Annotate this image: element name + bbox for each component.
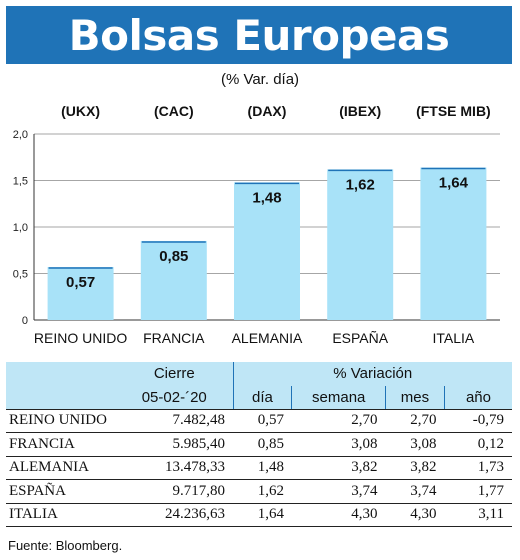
header-mes: mes: [385, 385, 445, 410]
table-row: FRANCIA 5.985,40 0,85 3,08 3,08 0,12: [6, 432, 512, 457]
ano-value: -0,79: [444, 409, 512, 433]
header-ano: año: [443, 385, 512, 410]
dia-value: 1,62: [233, 479, 292, 504]
table-header-empty: [6, 362, 116, 386]
title-banner: Bolsas Europeas: [6, 6, 512, 64]
country-name: FRANCIA: [6, 432, 116, 457]
header-semana: semana: [291, 385, 386, 410]
table-row: ALEMANIA 13.478,33 1,48 3,82 3,82 1,73: [6, 456, 512, 480]
mes-value: 2,70: [385, 409, 445, 433]
ticker-label: (DAX): [248, 103, 287, 119]
bar: [420, 167, 487, 320]
ano-value: 3,11: [444, 503, 512, 527]
cierre-value: 5.985,40: [116, 432, 233, 457]
table-row: ITALIA 24.236,63 1,64 4,30 4,30 3,11: [6, 503, 512, 527]
x-tick-label: ALEMANIA: [232, 330, 303, 346]
bar-value-label: 0,57: [66, 274, 95, 291]
y-tick-label: 2,0: [13, 129, 28, 141]
x-tick-label: ESPAÑA: [332, 330, 388, 346]
header-variacion: % Variación: [232, 362, 512, 386]
y-tick-label: 1,5: [13, 176, 28, 188]
chart-subtitle: (% Var. día): [220, 71, 300, 88]
bar-value-label: 0,85: [159, 248, 188, 265]
dia-value: 1,48: [233, 456, 292, 480]
ano-value: 1,73: [444, 456, 512, 480]
bar: [327, 169, 394, 320]
table-row: ESPAÑA 9.717,80 1,62 3,74 3,74 1,77: [6, 479, 512, 504]
mes-value: 3,82: [385, 456, 445, 480]
cierre-value: 7.482,48: [116, 409, 233, 433]
cierre-value: 13.478,33: [116, 456, 233, 480]
mes-value: 3,08: [385, 432, 445, 457]
bar-chart: 0 0,5 1,0 1,5 2,0 0,57 (UKX) REINO UNIDO 0,85 (CA…: [13, 103, 500, 346]
semana-value: 4,30: [291, 503, 386, 527]
source-note: Fuente: Bloomberg.: [8, 538, 123, 553]
table-header-row-2: 05-02-´20 día semana mes año: [6, 385, 512, 410]
y-tick-label: 0,5: [13, 269, 28, 281]
ano-value: 1,77: [444, 479, 512, 504]
semana-value: 3,82: [291, 456, 386, 480]
chart-title: Bolsas Europeas: [68, 10, 450, 60]
dia-value: 0,57: [233, 409, 292, 433]
country-name: ITALIA: [6, 503, 116, 527]
ticker-label: (IBEX): [339, 103, 381, 119]
semana-value: 2,70: [291, 409, 386, 433]
bar-value-label: 1,62: [346, 176, 375, 193]
ticker-label: (CAC): [154, 103, 194, 119]
semana-value: 3,74: [291, 479, 386, 504]
bar: [140, 240, 207, 320]
ano-value: 0,12: [444, 432, 512, 457]
country-name: REINO UNIDO: [6, 409, 116, 433]
data-table: Cierre % Variación 05-02-´20 día semana …: [6, 362, 512, 527]
y-tick-label: 1,0: [13, 222, 28, 234]
dia-value: 0,85: [233, 432, 292, 457]
x-tick-label: REINO UNIDO: [34, 330, 127, 346]
header-date: 05-02-´20: [116, 385, 233, 410]
table-row: REINO UNIDO 7.482,48 0,57 2,70 2,70 -0,79: [6, 409, 512, 433]
country-name: ALEMANIA: [6, 456, 116, 480]
x-tick-label: FRANCIA: [143, 330, 205, 346]
ticker-label: (FTSE MIB): [416, 103, 491, 119]
table-header-row-1: Cierre % Variación: [6, 362, 512, 386]
bar: [47, 266, 114, 320]
dia-value: 1,64: [233, 503, 292, 527]
semana-value: 3,08: [291, 432, 386, 457]
cierre-value: 24.236,63: [116, 503, 233, 527]
y-tick-label: 0: [22, 315, 28, 327]
bar-value-label: 1,48: [252, 189, 281, 206]
country-name: ESPAÑA: [6, 479, 116, 504]
ticker-label: (UKX): [61, 103, 100, 119]
header-cierre: Cierre: [116, 362, 233, 386]
bar: [234, 182, 300, 320]
table-header-empty: [6, 385, 116, 410]
bar-value-label: 1,64: [439, 174, 469, 191]
cierre-value: 9.717,80: [116, 479, 233, 504]
mes-value: 3,74: [385, 479, 445, 504]
header-dia: día: [232, 385, 292, 410]
x-tick-label: ITALIA: [433, 330, 475, 346]
mes-value: 4,30: [385, 503, 445, 527]
